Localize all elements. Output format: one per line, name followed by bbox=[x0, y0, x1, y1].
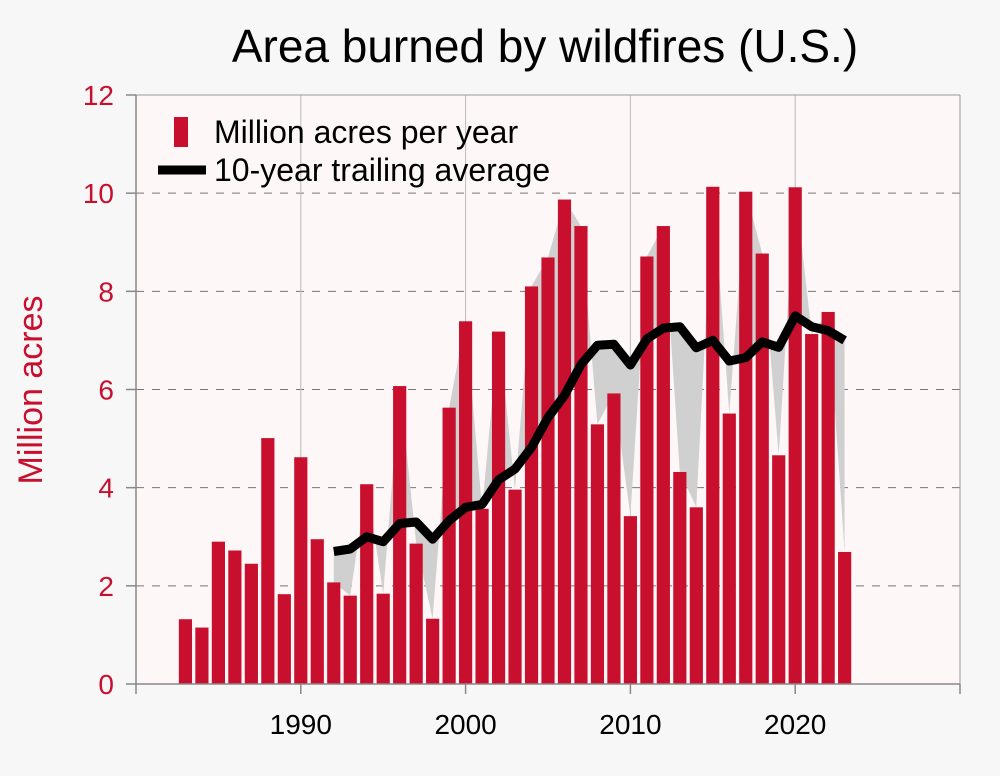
bar-1999 bbox=[443, 408, 456, 684]
y-axis-label: Million acres bbox=[12, 296, 50, 485]
bar-2007 bbox=[574, 226, 587, 684]
bar-1986 bbox=[228, 550, 241, 684]
y-tick-label-6: 12 bbox=[83, 80, 114, 111]
bar-2002 bbox=[492, 332, 505, 684]
bar-1990 bbox=[294, 457, 307, 684]
chart-title: Area burned by wildfires (U.S.) bbox=[232, 20, 858, 72]
bar-1998 bbox=[426, 619, 439, 684]
bar-2018 bbox=[756, 254, 769, 684]
bar-1985 bbox=[212, 542, 225, 684]
bar-2005 bbox=[541, 257, 554, 684]
bar-1992 bbox=[327, 582, 340, 684]
x-tick-label-2: 2010 bbox=[599, 709, 661, 740]
legend-label-average: 10-year trailing average bbox=[214, 152, 550, 188]
bar-2010 bbox=[624, 516, 637, 684]
bar-2009 bbox=[607, 393, 620, 684]
bar-2011 bbox=[640, 256, 653, 684]
y-tick-label-0: 0 bbox=[98, 669, 114, 700]
bar-1984 bbox=[195, 628, 208, 684]
bar-2016 bbox=[723, 414, 736, 684]
bar-1987 bbox=[245, 564, 258, 684]
y-tick-label-5: 10 bbox=[83, 178, 114, 209]
bar-2013 bbox=[673, 472, 686, 684]
legend-bar-swatch bbox=[174, 117, 188, 147]
bar-1994 bbox=[360, 484, 373, 684]
x-tick-label-0: 1990 bbox=[270, 709, 332, 740]
y-tick-label-4: 8 bbox=[98, 276, 114, 307]
bar-1983 bbox=[179, 619, 192, 684]
bar-1991 bbox=[311, 539, 324, 684]
bar-2012 bbox=[657, 226, 670, 684]
bar-2003 bbox=[508, 490, 521, 684]
bar-1997 bbox=[410, 544, 423, 684]
bar-2014 bbox=[690, 507, 703, 684]
y-tick-label-3: 6 bbox=[98, 375, 114, 406]
bar-2015 bbox=[706, 187, 719, 684]
bar-2008 bbox=[591, 424, 604, 684]
x-tick-label-1: 2000 bbox=[434, 709, 496, 740]
bar-2004 bbox=[525, 286, 538, 684]
bar-2001 bbox=[475, 509, 488, 684]
bar-1995 bbox=[377, 594, 390, 684]
bar-2019 bbox=[772, 455, 785, 684]
bar-2021 bbox=[805, 334, 818, 684]
bar-2006 bbox=[558, 200, 571, 684]
bar-1993 bbox=[344, 596, 357, 684]
bar-2022 bbox=[822, 312, 835, 684]
bar-1989 bbox=[278, 594, 291, 684]
bar-2023 bbox=[838, 552, 851, 684]
bar-2017 bbox=[739, 192, 752, 684]
bar-2020 bbox=[789, 187, 802, 684]
legend-label-bars: Million acres per year bbox=[214, 114, 518, 150]
x-tick-label-3: 2020 bbox=[764, 709, 826, 740]
bar-1988 bbox=[261, 438, 274, 684]
y-tick-label-2: 4 bbox=[98, 473, 114, 504]
y-tick-label-1: 2 bbox=[98, 571, 114, 602]
